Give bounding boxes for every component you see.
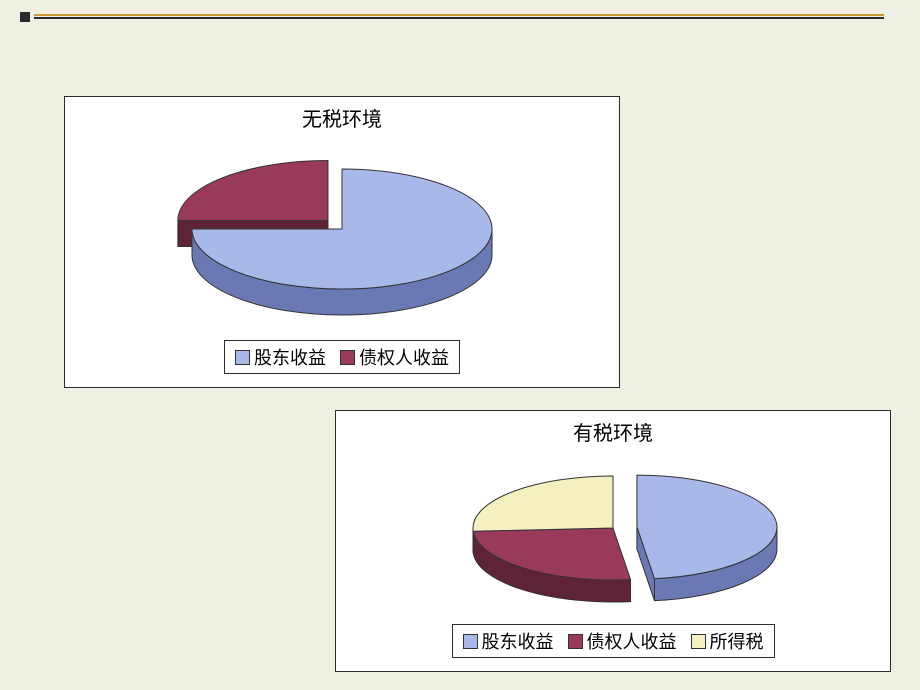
legend-swatch <box>235 350 250 365</box>
legend-label: 债权人收益 <box>359 344 449 370</box>
pie-chart-no-tax <box>132 140 552 330</box>
legend-label: 股东收益 <box>254 344 326 370</box>
pie-slice <box>178 161 328 221</box>
header-rule <box>34 14 884 19</box>
legend-item: 股东收益 <box>463 628 554 654</box>
legend-item: 债权人收益 <box>568 628 677 654</box>
legend-label: 股东收益 <box>482 628 554 654</box>
legend-no-tax: 股东收益 债权人收益 <box>224 340 460 374</box>
chart1-title: 无税环境 <box>65 103 619 132</box>
legend-swatch <box>568 634 583 649</box>
header-bullet <box>20 12 30 22</box>
pie-chart-with-tax <box>403 454 823 614</box>
legend-item: 债权人收益 <box>340 344 449 370</box>
legend-with-tax: 股东收益 债权人收益 所得税 <box>452 624 775 658</box>
slide: { "page": { "background_color": "#efefe3… <box>0 0 920 690</box>
chart-panel-no-tax: 无税环境 股东收益 债权人收益 <box>64 96 620 388</box>
legend-label: 所得税 <box>710 628 764 654</box>
legend-item: 所得税 <box>691 628 764 654</box>
legend-swatch <box>463 634 478 649</box>
legend-item: 股东收益 <box>235 344 326 370</box>
legend-swatch <box>340 350 355 365</box>
chart2-title: 有税环境 <box>336 417 890 446</box>
legend-swatch <box>691 634 706 649</box>
legend-label: 债权人收益 <box>587 628 677 654</box>
pie-slice <box>473 476 613 531</box>
chart-panel-with-tax: 有税环境 股东收益 债权人收益 所得税 <box>335 410 891 672</box>
